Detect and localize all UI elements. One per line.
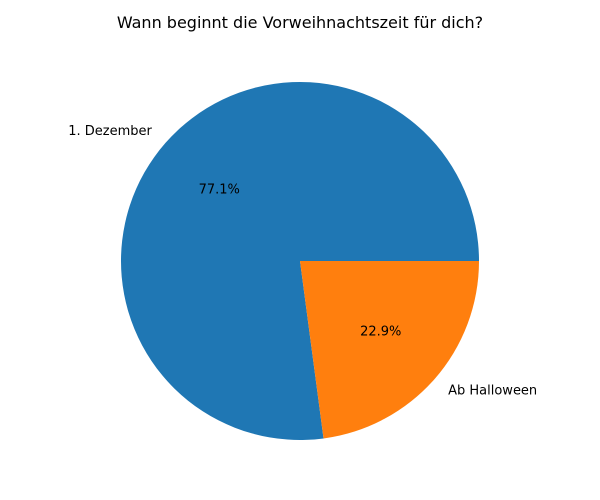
pie-slices: [120, 81, 479, 440]
pie-slice-1: [300, 261, 479, 439]
pie-labels: 1. Dezember 77.1% Ab Halloween 22.9%: [68, 124, 537, 399]
slice-label-1: Ab Halloween: [448, 383, 537, 398]
slice-label-0: 1. Dezember: [68, 124, 152, 139]
pie-slice-0: [120, 81, 479, 440]
slice-percent-1: 22.9%: [360, 324, 401, 339]
slice-percent-0: 77.1%: [199, 183, 240, 198]
chart-title: Wann beginnt die Vorweihnachtszeit für d…: [117, 13, 483, 32]
